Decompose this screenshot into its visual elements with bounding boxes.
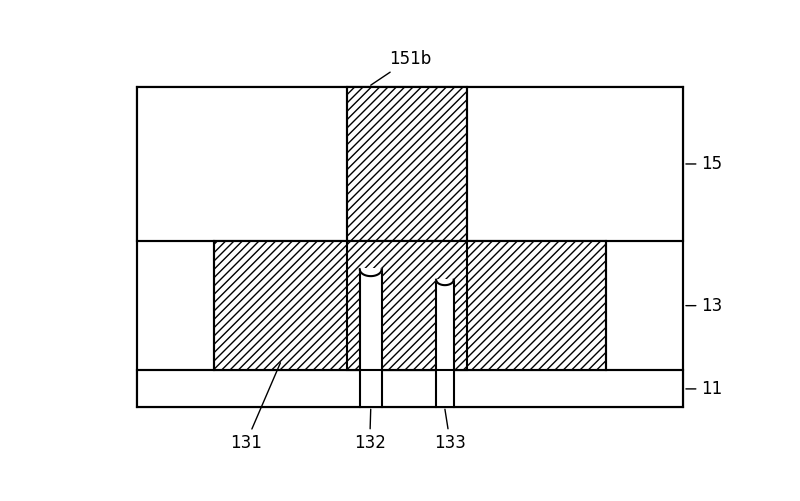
Text: 15: 15 bbox=[686, 155, 722, 173]
Bar bbox=[347, 241, 467, 371]
Text: 151b: 151b bbox=[370, 50, 431, 85]
Text: 132: 132 bbox=[354, 409, 386, 452]
Polygon shape bbox=[360, 270, 382, 276]
Polygon shape bbox=[436, 280, 454, 285]
Bar bbox=[138, 371, 682, 407]
Text: 11: 11 bbox=[686, 380, 722, 398]
Bar bbox=[138, 87, 682, 407]
Bar bbox=[214, 241, 606, 371]
Text: 131: 131 bbox=[230, 363, 281, 452]
Bar bbox=[360, 270, 382, 407]
Text: 133: 133 bbox=[434, 409, 466, 452]
Text: 13: 13 bbox=[686, 297, 722, 315]
Bar bbox=[436, 280, 454, 407]
Bar bbox=[347, 87, 467, 241]
Bar bbox=[138, 87, 682, 241]
